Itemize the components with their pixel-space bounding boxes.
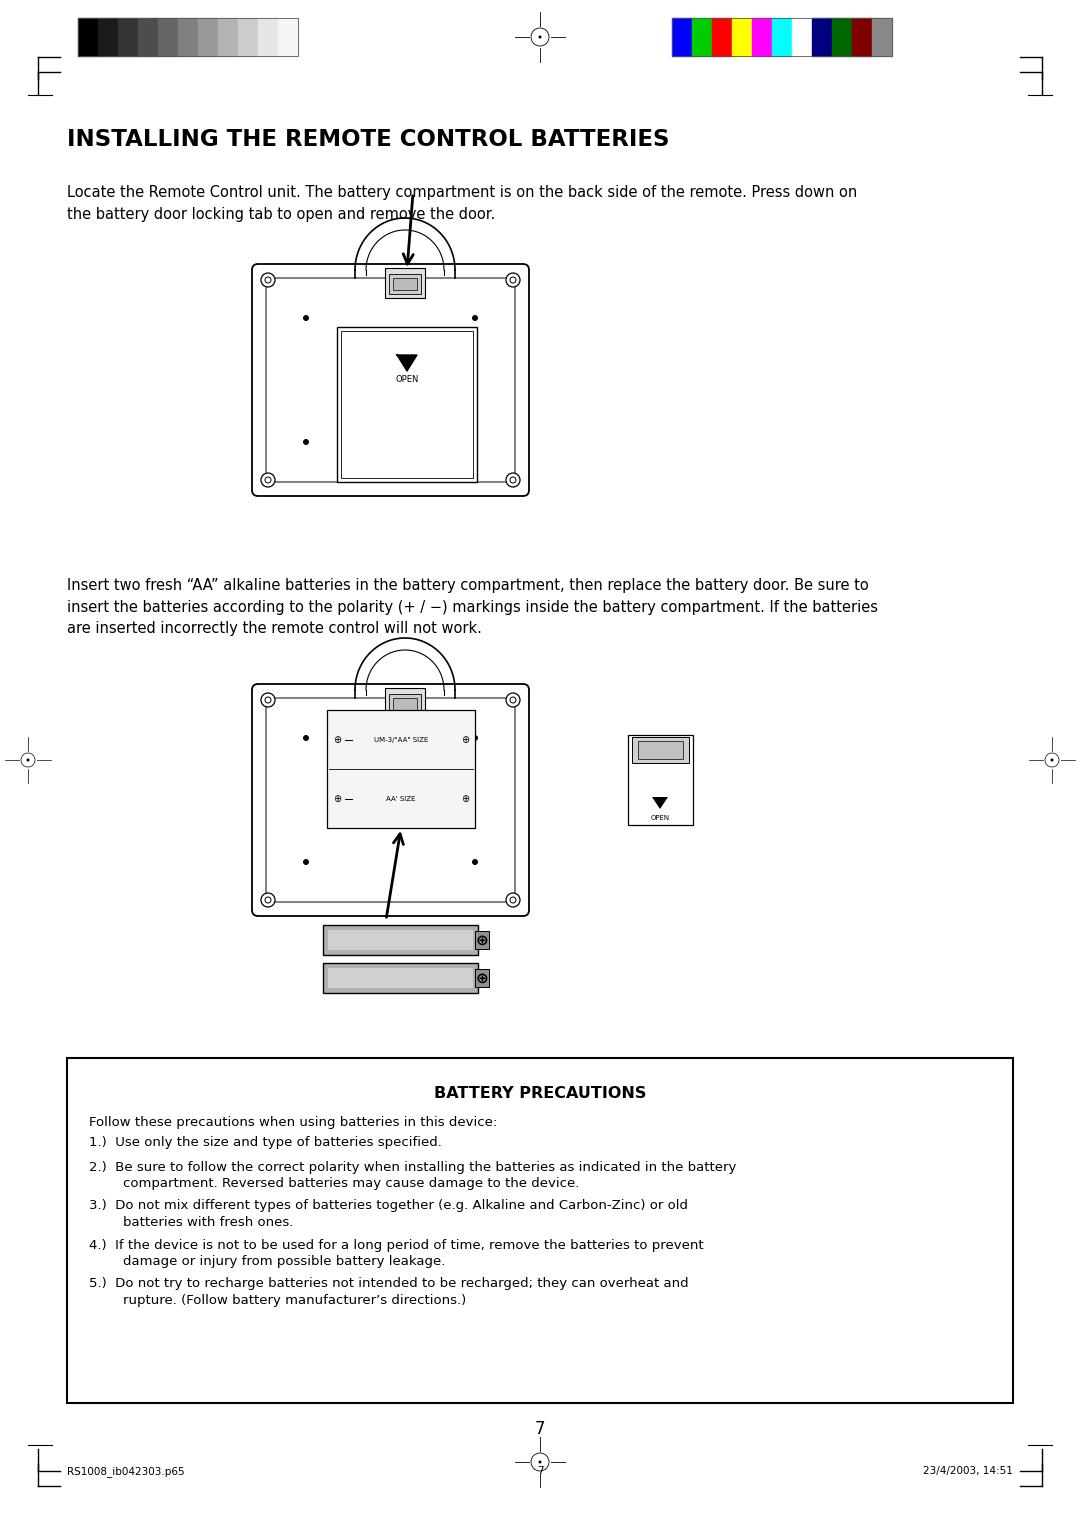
- Circle shape: [472, 315, 478, 321]
- Circle shape: [472, 859, 478, 865]
- Text: 1.)  Use only the size and type of batteries specified.: 1.) Use only the size and type of batter…: [89, 1135, 442, 1149]
- Circle shape: [507, 892, 519, 908]
- Bar: [327, 711, 475, 828]
- Bar: [852, 18, 872, 57]
- Bar: [393, 278, 417, 290]
- Bar: [752, 18, 772, 57]
- Bar: [475, 969, 489, 987]
- Text: ⊕: ⊕: [333, 735, 341, 746]
- Text: 7: 7: [535, 1420, 545, 1438]
- Circle shape: [261, 694, 275, 707]
- Circle shape: [303, 315, 309, 321]
- Circle shape: [539, 1461, 541, 1464]
- Circle shape: [303, 735, 309, 741]
- Circle shape: [261, 892, 275, 908]
- Text: ⊕: ⊕: [461, 735, 469, 746]
- Bar: [672, 18, 692, 57]
- Bar: [218, 18, 238, 57]
- Bar: [627, 735, 693, 825]
- Bar: [328, 969, 473, 989]
- Text: 23/4/2003, 14:51: 23/4/2003, 14:51: [923, 1465, 1013, 1476]
- Text: 3.)  Do not mix different types of batteries together (e.g. Alkaline and Carbon-: 3.) Do not mix different types of batter…: [89, 1199, 688, 1229]
- Bar: [178, 18, 198, 57]
- Polygon shape: [397, 354, 417, 371]
- Circle shape: [27, 758, 29, 761]
- Bar: [323, 924, 478, 955]
- Circle shape: [1051, 758, 1053, 761]
- Text: Locate the Remote Control unit. The battery compartment is on the back side of t: Locate the Remote Control unit. The batt…: [67, 185, 858, 222]
- Text: Insert two fresh “AA” alkaline batteries in the battery compartment, then replac: Insert two fresh “AA” alkaline batteries…: [67, 578, 878, 636]
- Text: Follow these precautions when using batteries in this device:: Follow these precautions when using batt…: [89, 1115, 497, 1129]
- Text: INSTALLING THE REMOTE CONTROL BATTERIES: INSTALLING THE REMOTE CONTROL BATTERIES: [67, 128, 670, 151]
- FancyBboxPatch shape: [252, 685, 529, 915]
- Circle shape: [261, 274, 275, 287]
- Bar: [278, 18, 298, 57]
- Bar: [638, 741, 683, 759]
- Text: OPEN: OPEN: [650, 814, 670, 821]
- Bar: [258, 18, 278, 57]
- Bar: [328, 931, 473, 950]
- Bar: [78, 18, 298, 57]
- Bar: [692, 18, 712, 57]
- Bar: [78, 18, 98, 57]
- Circle shape: [472, 439, 478, 445]
- Bar: [672, 18, 892, 57]
- Circle shape: [303, 859, 309, 865]
- Text: OPEN: OPEN: [395, 374, 419, 384]
- Polygon shape: [652, 798, 669, 808]
- Circle shape: [472, 735, 478, 741]
- Text: ⊕: ⊕: [475, 970, 488, 986]
- Text: 2.)  Be sure to follow the correct polarity when installing the batteries as ind: 2.) Be sure to follow the correct polari…: [89, 1160, 737, 1190]
- Bar: [389, 694, 421, 714]
- Bar: [98, 18, 118, 57]
- Circle shape: [507, 474, 519, 487]
- Bar: [812, 18, 832, 57]
- Circle shape: [507, 694, 519, 707]
- Bar: [772, 18, 792, 57]
- Circle shape: [507, 274, 519, 287]
- Bar: [632, 736, 689, 762]
- FancyBboxPatch shape: [252, 264, 529, 497]
- Bar: [712, 18, 732, 57]
- Bar: [198, 18, 218, 57]
- Bar: [118, 18, 138, 57]
- Bar: [238, 18, 258, 57]
- Bar: [158, 18, 178, 57]
- Bar: [475, 931, 489, 949]
- Bar: [384, 688, 426, 718]
- Text: 7: 7: [537, 1465, 543, 1476]
- Bar: [67, 1057, 1013, 1403]
- Text: ⊕: ⊕: [475, 932, 488, 947]
- Text: BATTERY PRECAUTIONS: BATTERY PRECAUTIONS: [434, 1086, 646, 1102]
- Bar: [323, 963, 478, 993]
- Circle shape: [539, 35, 541, 38]
- Circle shape: [261, 474, 275, 487]
- Text: 5.)  Do not try to recharge batteries not intended to be recharged; they can ove: 5.) Do not try to recharge batteries not…: [89, 1277, 689, 1306]
- Text: RS1008_ib042303.p65: RS1008_ib042303.p65: [67, 1465, 185, 1478]
- Text: 4.)  If the device is not to be used for a long period of time, remove the batte: 4.) If the device is not to be used for …: [89, 1239, 704, 1268]
- Text: ⊕: ⊕: [333, 795, 341, 804]
- Text: ⊕: ⊕: [461, 795, 469, 804]
- Bar: [832, 18, 852, 57]
- Text: UM-3/"AA" SIZE: UM-3/"AA" SIZE: [374, 736, 428, 743]
- Bar: [393, 698, 417, 711]
- Bar: [138, 18, 158, 57]
- Bar: [389, 274, 421, 293]
- Bar: [337, 327, 477, 481]
- Bar: [384, 267, 426, 298]
- Bar: [732, 18, 752, 57]
- Bar: [341, 332, 473, 478]
- Bar: [872, 18, 892, 57]
- Bar: [792, 18, 812, 57]
- Text: AA' SIZE: AA' SIZE: [387, 796, 416, 802]
- Circle shape: [303, 439, 309, 445]
